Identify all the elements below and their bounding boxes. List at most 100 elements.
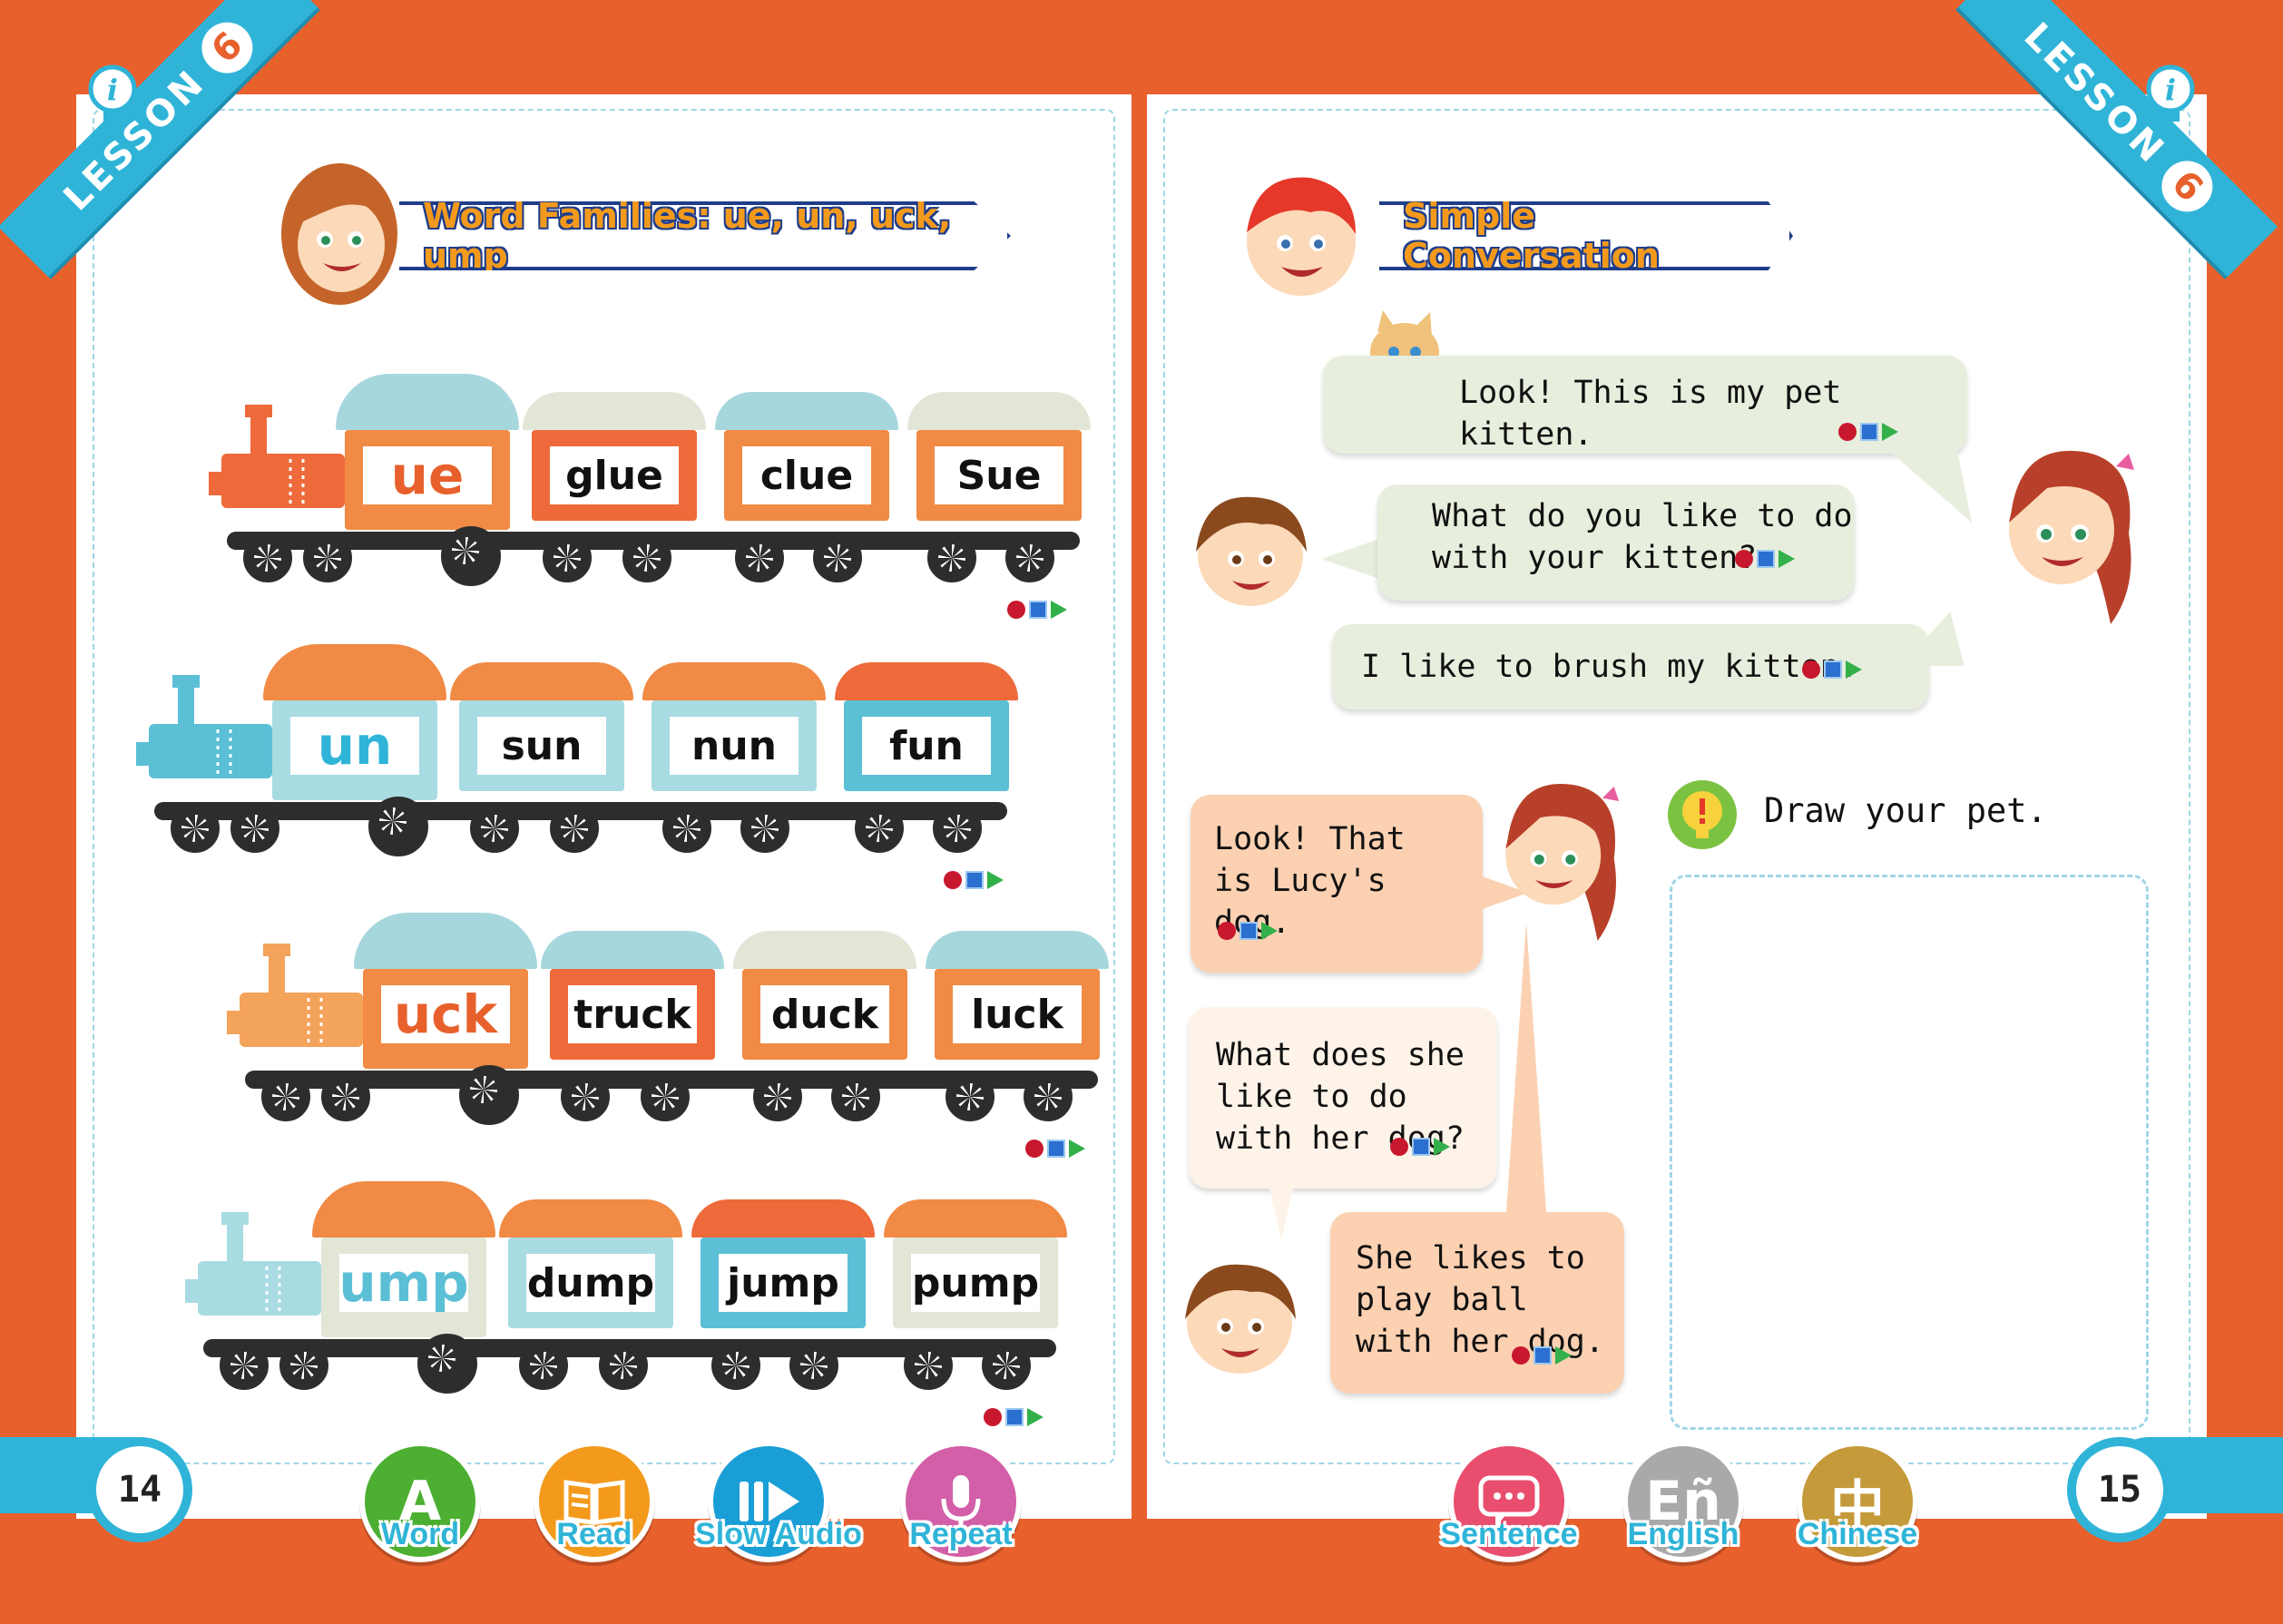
word-car[interactable]: nun <box>652 700 817 791</box>
chinese-button-label[interactable]: Chinese <box>1797 1517 1918 1551</box>
sentence-button-label[interactable]: Sentence <box>1440 1517 1578 1551</box>
audio-controls[interactable] <box>1838 423 1898 441</box>
stop-icon[interactable] <box>1824 660 1842 679</box>
word-label[interactable]: dump <box>526 1254 655 1312</box>
wheel-icon <box>279 1341 328 1390</box>
record-icon[interactable] <box>984 1408 1002 1426</box>
word-car[interactable]: clue <box>724 430 889 521</box>
wheel-icon <box>711 1341 760 1390</box>
word-family-label[interactable]: ump <box>338 1252 469 1314</box>
wheel-icon <box>599 1341 648 1390</box>
family-car[interactable]: ump <box>321 1238 486 1337</box>
play-icon[interactable] <box>987 871 1004 889</box>
locomotive-icon <box>136 675 272 778</box>
stop-icon[interactable] <box>1239 922 1258 940</box>
stop-icon[interactable] <box>1757 550 1775 568</box>
word-family-label[interactable]: uck <box>381 983 510 1045</box>
read-button[interactable] <box>534 1441 655 1562</box>
audio-controls[interactable] <box>1802 660 1862 679</box>
audio-controls[interactable] <box>1025 1140 1085 1158</box>
english-button-label[interactable]: English <box>1627 1517 1739 1551</box>
family-car[interactable]: un <box>272 700 437 800</box>
read-button-label[interactable]: Read <box>556 1517 632 1551</box>
record-icon[interactable] <box>1390 1138 1408 1156</box>
record-icon[interactable] <box>1218 922 1236 940</box>
family-car[interactable]: uck <box>363 969 528 1069</box>
play-icon[interactable] <box>1051 601 1067 619</box>
word-car[interactable]: luck <box>935 969 1100 1060</box>
play-icon[interactable] <box>1846 660 1862 679</box>
wheel-icon <box>753 1072 802 1121</box>
audio-controls[interactable] <box>944 871 1004 889</box>
word-family-label[interactable]: ue <box>363 445 492 506</box>
stop-icon[interactable] <box>1047 1140 1065 1158</box>
record-icon[interactable] <box>1735 550 1753 568</box>
sentence-button[interactable] <box>1448 1441 1570 1562</box>
record-icon[interactable] <box>1025 1140 1044 1158</box>
word-car[interactable]: sun <box>459 700 624 791</box>
stop-icon[interactable] <box>1005 1408 1024 1426</box>
drawing-area[interactable] <box>1670 875 2149 1430</box>
word-label[interactable]: truck <box>568 985 697 1043</box>
word-label[interactable]: jump <box>719 1254 848 1312</box>
word-family-label[interactable]: un <box>290 715 419 777</box>
word-button[interactable]: A <box>359 1441 481 1562</box>
word-label[interactable]: fun <box>862 717 991 775</box>
word-car[interactable]: glue <box>532 430 697 521</box>
word-car[interactable]: Sue <box>916 430 1082 521</box>
audio-controls[interactable] <box>1390 1138 1450 1156</box>
word-label[interactable]: Sue <box>935 446 1063 504</box>
word-label[interactable]: nun <box>670 717 799 775</box>
wheel-icon <box>946 1072 995 1121</box>
word-train: ump dump jump pump <box>185 1179 1093 1426</box>
train-car-roof <box>312 1181 495 1238</box>
lightbulb-icon[interactable]: i <box>2145 64 2196 127</box>
audio-controls[interactable] <box>1512 1346 1572 1365</box>
record-icon[interactable] <box>1512 1346 1530 1365</box>
lightbulb-icon[interactable]: i <box>87 64 138 127</box>
word-label[interactable]: sun <box>477 717 606 775</box>
audio-controls[interactable] <box>984 1408 1044 1426</box>
record-icon[interactable] <box>1007 601 1025 619</box>
word-button-label[interactable]: Word <box>380 1517 460 1551</box>
word-label[interactable]: pump <box>911 1254 1040 1312</box>
word-car[interactable]: duck <box>742 969 907 1060</box>
family-car[interactable]: ue <box>345 430 510 530</box>
audio-controls[interactable] <box>1735 550 1795 568</box>
slow-audio-button-label[interactable]: Slow Audio <box>695 1517 862 1551</box>
record-icon[interactable] <box>1838 423 1857 441</box>
word-car[interactable]: pump <box>893 1238 1058 1328</box>
audio-controls[interactable] <box>1007 601 1067 619</box>
slow-audio-button[interactable] <box>708 1441 829 1562</box>
word-label[interactable]: clue <box>742 446 871 504</box>
word-label[interactable]: duck <box>760 985 889 1043</box>
play-icon[interactable] <box>1778 550 1795 568</box>
word-label[interactable]: glue <box>550 446 679 504</box>
repeat-button[interactable] <box>900 1441 1022 1562</box>
play-icon[interactable] <box>1555 1346 1572 1365</box>
play-icon[interactable] <box>1882 423 1898 441</box>
play-icon[interactable] <box>1027 1408 1044 1426</box>
english-icon: Eñ <box>1645 1470 1721 1533</box>
stop-icon[interactable] <box>1029 601 1047 619</box>
stop-icon[interactable] <box>1860 423 1878 441</box>
play-icon[interactable] <box>1069 1140 1085 1158</box>
chinese-button[interactable]: 中 <box>1797 1441 1918 1562</box>
play-icon[interactable] <box>1261 922 1278 940</box>
stop-icon[interactable] <box>1412 1138 1430 1156</box>
audio-controls[interactable] <box>1218 922 1278 940</box>
repeat-button-label[interactable]: Repeat <box>909 1517 1013 1551</box>
english-button[interactable]: Eñ <box>1622 1441 1744 1562</box>
svg-text:i: i <box>107 73 118 107</box>
word-car[interactable]: fun <box>844 700 1009 791</box>
stop-icon[interactable] <box>965 871 984 889</box>
girl-avatar <box>2009 450 2134 624</box>
word-car[interactable]: jump <box>701 1238 866 1328</box>
word-car[interactable]: dump <box>508 1238 673 1328</box>
record-icon[interactable] <box>1802 660 1820 679</box>
play-icon[interactable] <box>1434 1138 1450 1156</box>
word-car[interactable]: truck <box>550 969 715 1060</box>
stop-icon[interactable] <box>1533 1346 1552 1365</box>
record-icon[interactable] <box>944 871 962 889</box>
word-label[interactable]: luck <box>953 985 1082 1043</box>
